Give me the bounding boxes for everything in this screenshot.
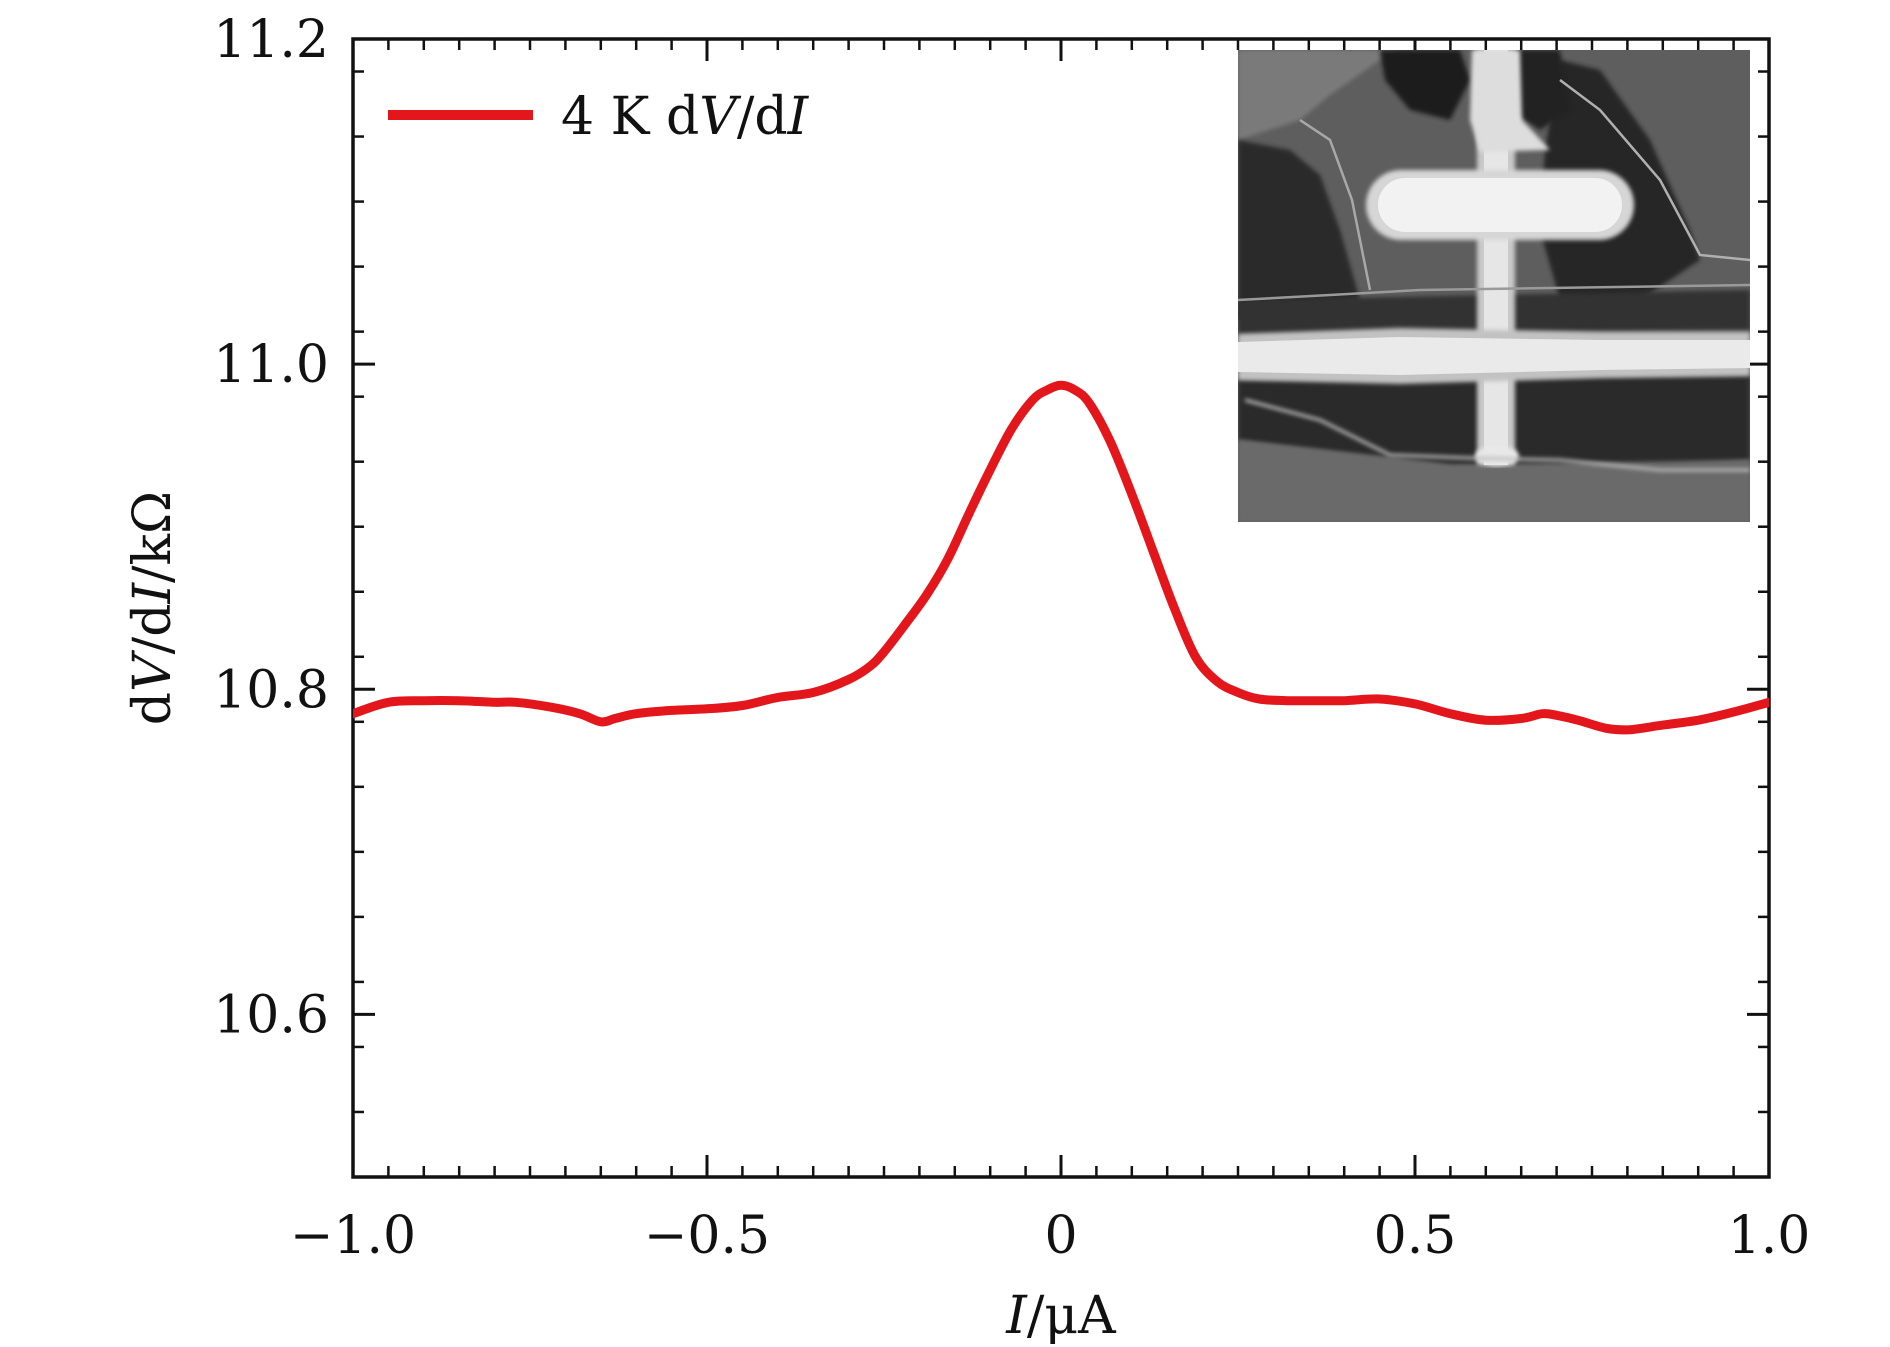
legend: 4 K dV/dI: [388, 87, 810, 147]
x-tick-label: −1.0: [290, 1206, 416, 1266]
y-tick-label: 10.8: [213, 660, 329, 720]
y-tick-label: 11.2: [213, 10, 329, 70]
series-line-4k: [353, 380, 1769, 735]
legend-label: 4 K dV/dI: [561, 87, 810, 147]
x-tick-label: 0.5: [1374, 1206, 1457, 1266]
y-tick-label: 10.6: [213, 985, 329, 1045]
x-axis-label: I/μA: [1005, 1286, 1117, 1346]
x-tick-label: 1.0: [1728, 1206, 1811, 1266]
y-tick-label: 11.0: [213, 335, 329, 395]
axis-ticks: [351, 37, 1771, 1177]
x-tick-label: 0: [1044, 1206, 1077, 1266]
x-tick-label: −0.5: [644, 1206, 770, 1266]
axis-tick-labels: −1.0 −0.5 0 0.5 1.0 10.6 10.8 11.0 11.2: [213, 10, 1810, 1266]
inset-micrograph: [1238, 50, 1750, 522]
y-axis-label: dV/dI/kΩ: [123, 491, 183, 725]
